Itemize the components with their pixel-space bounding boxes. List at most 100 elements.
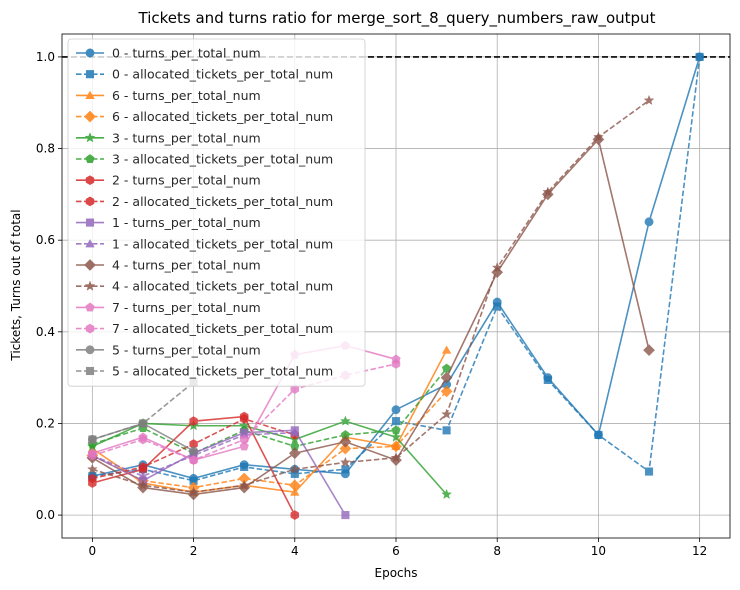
point-7-0 — [88, 473, 97, 484]
point-6-2 — [189, 416, 198, 427]
chart-title: Tickets and turns ratio for merge_sort_8… — [138, 9, 656, 28]
point-2-4 — [290, 487, 300, 496]
point-4-5 — [339, 415, 351, 426]
legend-label-10: 4 - turns_per_total_num — [112, 258, 261, 273]
legend-label-15: 5 - allocated_tickets_per_total_num — [112, 364, 333, 379]
legend-marker-4 — [84, 132, 96, 143]
point-3-7 — [440, 385, 453, 398]
series-line-11 — [92, 99, 650, 493]
point-11-10 — [592, 131, 604, 142]
legend-item-9: 1 - allocated_tickets_per_total_num — [76, 236, 333, 251]
point-1-10 — [594, 430, 603, 439]
legend-label-1: 0 - allocated_tickets_per_total_num — [112, 67, 333, 82]
x-tick-label-4: 8 — [493, 544, 501, 558]
legend-label-3: 6 - allocated_tickets_per_total_num — [112, 109, 333, 124]
legend-label-5: 3 - allocated_tickets_per_total_num — [112, 152, 333, 167]
point-1-11 — [644, 467, 654, 476]
legend-item-11: 4 - allocated_tickets_per_total_num — [76, 279, 333, 294]
point-0-6 — [391, 405, 401, 415]
point-4-6 — [390, 431, 402, 442]
point-3-4 — [288, 479, 301, 492]
legend-marker-15 — [85, 366, 95, 376]
legend-item-8: 1 - turns_per_total_num — [76, 215, 261, 230]
point-11-4 — [289, 463, 301, 474]
y-tick-label-4: 0.8 — [36, 142, 55, 156]
point-11-3 — [238, 479, 250, 490]
point-11-5 — [339, 456, 351, 468]
series-line-4 — [92, 420, 448, 495]
legend-marker-1 — [85, 70, 95, 79]
point-1-9 — [543, 375, 552, 384]
legend-label-2: 6 - turns_per_total_num — [112, 88, 261, 103]
point-8-5 — [341, 511, 350, 520]
legend-marker-2 — [85, 90, 95, 99]
legend-marker-5 — [85, 154, 95, 163]
point-13-0 — [88, 450, 97, 461]
point-9-1 — [138, 471, 148, 480]
point-5-6 — [391, 425, 401, 435]
point-10-11 — [643, 344, 655, 357]
x-tick-label-6: 12 — [692, 544, 707, 558]
point-1-6 — [391, 417, 401, 426]
x-axis-label: Epochs — [375, 566, 418, 580]
legend-marker-3 — [84, 110, 96, 123]
point-7-1 — [138, 462, 148, 472]
legend-label-11: 4 - allocated_tickets_per_total_num — [112, 279, 333, 294]
legend-marker-0 — [85, 48, 95, 58]
legend-item-5: 3 - allocated_tickets_per_total_num — [76, 152, 333, 167]
point-1-5 — [341, 465, 350, 474]
y-tick-label-0: 0.0 — [36, 508, 55, 522]
series-line-5 — [92, 367, 448, 455]
legend-item-2: 6 - turns_per_total_num — [76, 88, 261, 103]
series-8 — [88, 426, 350, 520]
x-tick-label-0: 0 — [89, 544, 97, 558]
y-axis-label: Tickets, Turns out of total — [9, 209, 23, 361]
point-10-7 — [440, 371, 453, 384]
legend-item-10: 4 - turns_per_total_num — [76, 258, 261, 273]
point-1-8 — [493, 302, 502, 311]
point-15-1 — [138, 419, 148, 428]
x-tick-label-1: 2 — [190, 544, 198, 558]
point-1-3 — [240, 462, 249, 472]
legend-item-15: 5 - allocated_tickets_per_total_num — [76, 364, 333, 379]
legend-label-14: 5 - turns_per_total_num — [112, 342, 261, 357]
legend-marker-8 — [85, 218, 95, 227]
legend-marker-11 — [84, 280, 96, 291]
tick-layer: 0 2 4 6 8 10 12 0.0 0.2 0.4 0.6 0.8 1.0 — [36, 50, 707, 558]
series-11 — [86, 94, 655, 497]
point-2-7 — [441, 345, 452, 354]
legend-label-9: 1 - allocated_tickets_per_total_num — [112, 236, 333, 251]
x-tick-label-3: 6 — [392, 544, 400, 558]
point-1-7 — [442, 426, 451, 435]
series-line-8 — [92, 429, 347, 516]
legend-marker-6 — [85, 175, 95, 186]
legend-box — [67, 38, 366, 387]
point-11-1 — [137, 479, 149, 490]
point-10-5 — [339, 435, 352, 448]
legend-item-14: 5 - turns_per_total_num — [76, 342, 261, 357]
point-13-3 — [239, 434, 249, 445]
point-3-6 — [390, 440, 402, 453]
point-7-3 — [239, 413, 249, 424]
point-15-0 — [88, 435, 97, 444]
legend-marker-7 — [85, 196, 95, 207]
point-11-8 — [491, 261, 503, 273]
point-11-7 — [441, 408, 453, 419]
legend-item-4: 3 - turns_per_total_num — [76, 130, 261, 145]
legend-label-6: 2 - turns_per_total_num — [112, 173, 261, 188]
series-line-3 — [92, 390, 448, 489]
legend-item-12: 7 - turns_per_total_num — [76, 300, 261, 315]
series-7 — [88, 413, 300, 484]
y-tick-label-2: 0.4 — [36, 325, 55, 339]
series-layer — [86, 52, 705, 520]
point-11-0 — [86, 463, 98, 474]
legend-item-6: 2 - turns_per_total_num — [76, 173, 261, 188]
y-tick-label-1: 0.2 — [36, 416, 55, 430]
legend-item-7: 2 - allocated_tickets_per_total_num — [76, 194, 333, 209]
legend: 0 - turns_per_total_num 0 - allocated_tic… — [67, 38, 366, 387]
point-11-6 — [390, 452, 402, 463]
point-1-12 — [695, 52, 704, 61]
series-line-10 — [91, 137, 650, 496]
point-9-4 — [290, 427, 300, 437]
